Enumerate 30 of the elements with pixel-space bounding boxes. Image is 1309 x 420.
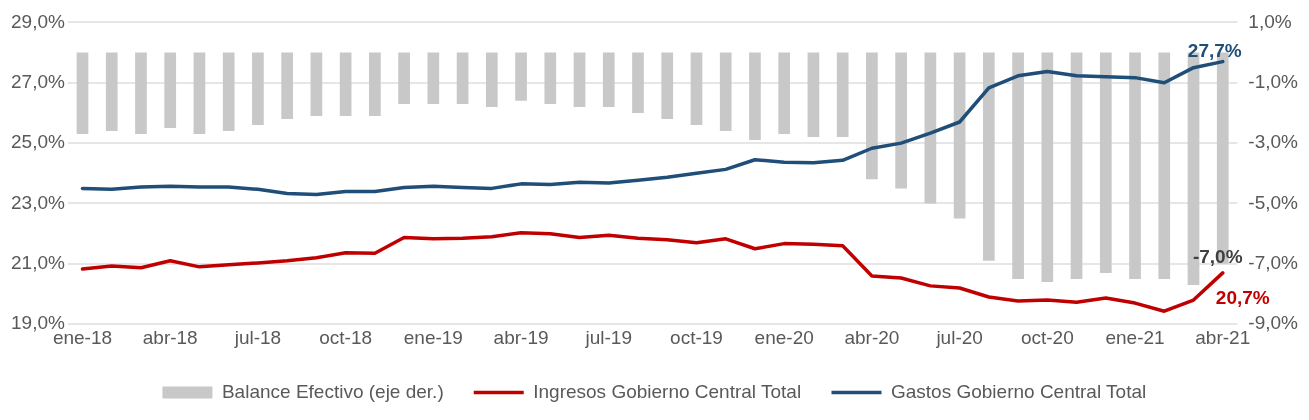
x-tick-label: oct-20 [1020,326,1074,348]
y2-tick-label: -3,0% [1248,131,1299,153]
data-label: 20,7% [1215,287,1270,309]
x-tick-label: jul-18 [233,326,282,348]
legend-label: Balance Efectivo (eje der.) [221,380,444,402]
x-tick-label: abr-18 [142,326,198,348]
x-tick-label: ene-19 [403,326,463,348]
y2-tick-label: -1,0% [1248,70,1299,92]
x-tick-label: jul-19 [584,326,633,348]
y-tick-label: 27,0% [11,70,65,92]
legend-label: Ingresos Gobierno Central Total [533,380,802,402]
x-tick-label: jul-20 [935,326,983,348]
y2-tick-label: -5,0% [1248,191,1299,213]
data-label: 27,7% [1187,39,1242,61]
y-tick-label: 29,0% [11,10,65,32]
y2-tick-label: -9,0% [1248,312,1299,334]
x-tick-label: oct-18 [319,326,373,348]
y2-tick-label: -7,0% [1248,252,1299,274]
x-tick-label: abr-19 [493,326,549,348]
x-tick-label: ene-21 [1105,326,1165,348]
legend-label: Gastos Gobierno Central Total [890,380,1147,402]
y-tick-label: 21,0% [11,252,65,274]
y-tick-label: 23,0% [11,191,65,213]
x-tick-label: oct-19 [670,326,723,348]
x-tick-label: abr-21 [1195,326,1251,348]
y-tick-label: 25,0% [11,131,65,153]
data-label: -7,0% [1192,246,1243,268]
x-tick-label: abr-20 [844,326,900,348]
x-tick-label: ene-20 [754,326,814,348]
y2-tick-label: 1,0% [1248,10,1292,32]
